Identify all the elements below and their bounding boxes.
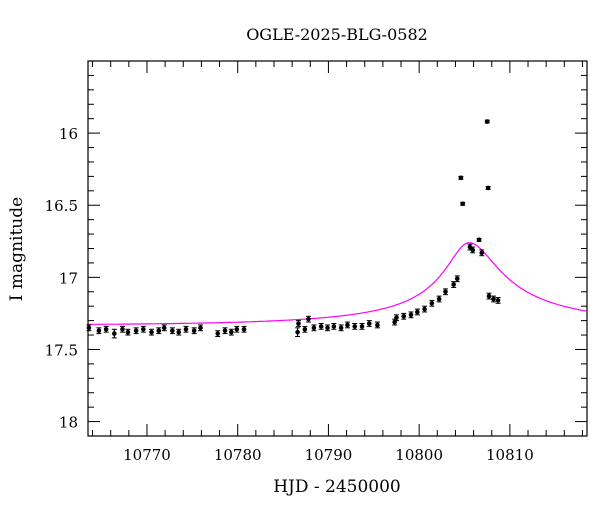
data-point: [112, 331, 117, 336]
data-point: [234, 326, 240, 332]
data-point: [183, 326, 189, 332]
data-point: [345, 322, 350, 328]
data-point: [436, 296, 442, 302]
data-point: [302, 326, 308, 332]
data-point: [325, 325, 330, 331]
data-point: [296, 321, 301, 326]
data-point: [241, 326, 247, 332]
chart-title: OGLE-2025-BLG-0582: [246, 25, 428, 44]
data-point: [470, 247, 475, 253]
data-point: [415, 309, 420, 315]
x-tick-label: 10810: [486, 446, 534, 464]
data-point: [103, 326, 109, 332]
data-point: [359, 324, 365, 329]
data-point: [451, 282, 456, 287]
data-point: [467, 244, 473, 250]
data-point: [408, 312, 414, 318]
data-point: [443, 289, 448, 295]
x-tick-label: 10800: [395, 446, 443, 464]
axis-ticks: 10770 10780 10790 10800 10810 16 16.5 17 17.5 18: [45, 61, 587, 464]
data-point: [338, 325, 344, 331]
data-point: [366, 321, 372, 326]
data-point: [86, 325, 92, 331]
data-point: [375, 322, 380, 328]
x-tick-label: 10790: [305, 446, 353, 464]
model-curve-layer: [88, 242, 587, 325]
y-tick-label: 16: [59, 125, 78, 143]
data-point: [458, 175, 464, 181]
y-tick-label: 18: [59, 414, 78, 432]
data-points-layer: [86, 119, 501, 339]
x-tick-label: 10780: [214, 446, 262, 464]
data-point: [311, 325, 317, 331]
data-point: [429, 301, 435, 306]
data-point: [484, 119, 490, 124]
data-point: [161, 325, 167, 331]
data-point: [141, 326, 146, 332]
plot-frame: [87, 60, 588, 437]
data-point: [198, 325, 203, 331]
y-tick-label: 17: [59, 269, 78, 287]
data-point: [156, 328, 162, 334]
x-axis-label: HJD - 2450000: [273, 477, 401, 497]
data-point: [486, 293, 492, 299]
data-point: [295, 329, 300, 335]
data-point: [318, 324, 324, 329]
data-point: [491, 296, 496, 302]
data-point: [149, 329, 154, 335]
data-point: [476, 237, 482, 243]
data-point: [176, 329, 182, 335]
data-point: [170, 328, 175, 334]
y-axis-label: I magnitude: [7, 197, 27, 301]
data-point: [479, 250, 485, 256]
data-point: [352, 324, 358, 329]
data-point: [96, 328, 102, 334]
data-point: [495, 298, 501, 303]
y-tick-label: 17.5: [45, 341, 78, 359]
data-point: [401, 313, 407, 319]
data-point: [191, 328, 197, 334]
y-tick-label: 16.5: [45, 197, 78, 215]
data-point: [422, 306, 427, 312]
data-point: [454, 276, 460, 282]
data-point: [229, 329, 234, 335]
data-point: [133, 328, 139, 334]
data-point: [120, 326, 125, 332]
data-point: [222, 328, 228, 334]
model-fit-line: [88, 242, 587, 325]
data-point: [485, 185, 491, 191]
data-point: [331, 324, 337, 329]
data-point: [394, 315, 399, 321]
data-point: [215, 331, 221, 336]
data-point: [125, 329, 131, 335]
data-point: [306, 316, 311, 322]
data-point: [460, 201, 466, 207]
x-tick-label: 10770: [123, 446, 171, 464]
